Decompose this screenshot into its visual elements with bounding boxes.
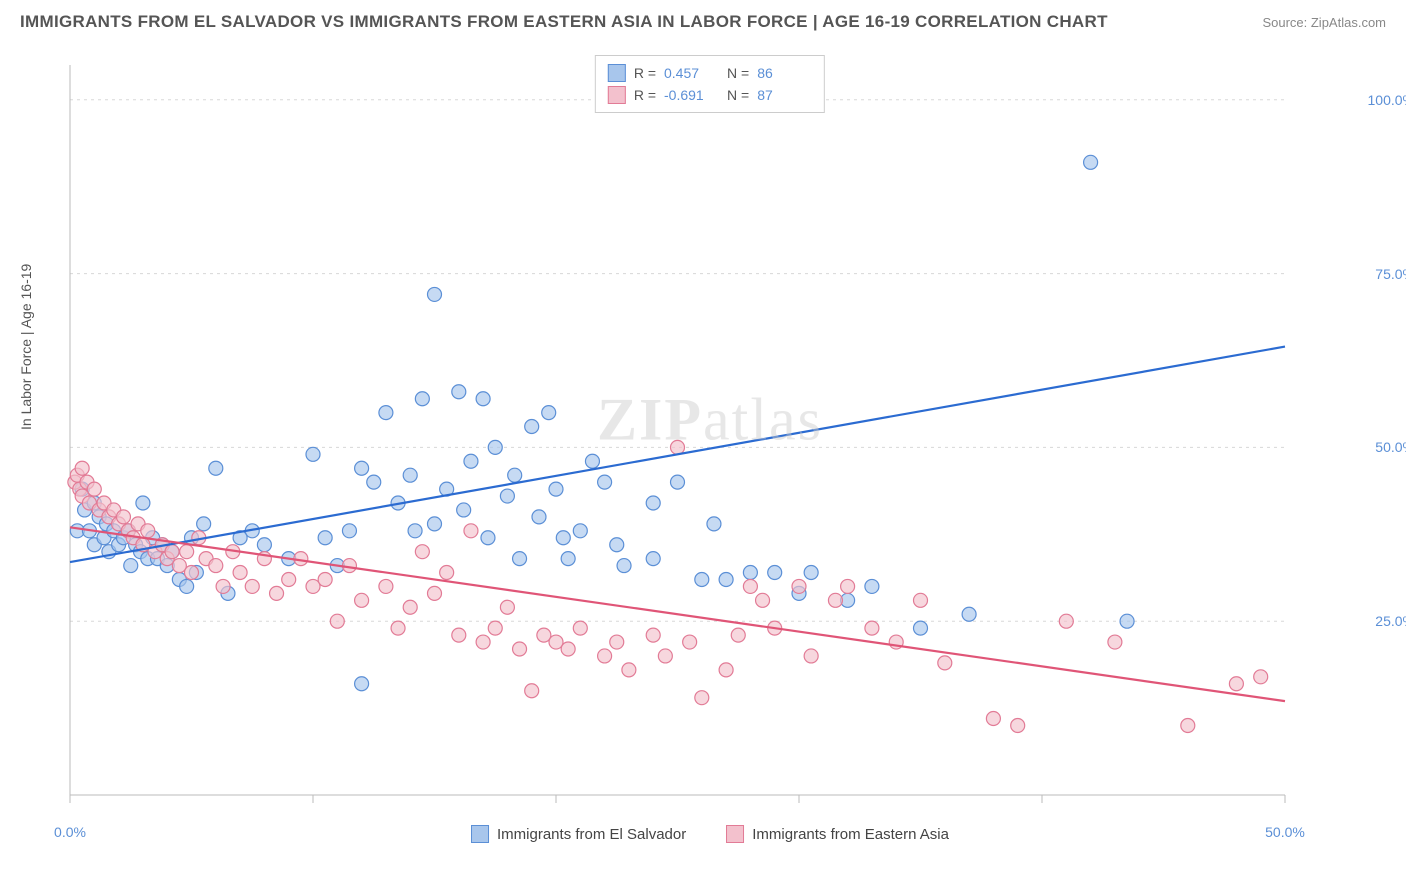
x-tick-label: 50.0% (1265, 824, 1305, 840)
legend-series: Immigrants from El Salvador Immigrants fr… (471, 825, 949, 843)
legend-series-item: Immigrants from Eastern Asia (726, 825, 949, 843)
legend-swatch (608, 86, 626, 104)
legend-stats: R =0.457N =86R =-0.691N =87 (595, 55, 825, 113)
chart-area: ZIPatlas R =0.457N =86R =-0.691N =87 Imm… (60, 55, 1360, 815)
legend-swatch (471, 825, 489, 843)
y-tick-label: 50.0% (1375, 439, 1406, 455)
legend-series-label: Immigrants from Eastern Asia (752, 826, 949, 843)
legend-series-item: Immigrants from El Salvador (471, 825, 686, 843)
legend-swatch (608, 64, 626, 82)
legend-swatch (726, 825, 744, 843)
x-tick-label: 0.0% (54, 824, 86, 840)
y-tick-label: 100.0% (1368, 92, 1406, 108)
y-tick-label: 25.0% (1375, 613, 1406, 629)
source-label: Source: ZipAtlas.com (1262, 15, 1386, 30)
legend-stat-row: R =0.457N =86 (608, 62, 812, 84)
y-axis-label: In Labor Force | Age 16-19 (18, 264, 34, 430)
legend-series-label: Immigrants from El Salvador (497, 826, 686, 843)
y-tick-label: 75.0% (1375, 266, 1406, 282)
chart-title: IMMIGRANTS FROM EL SALVADOR VS IMMIGRANT… (20, 12, 1108, 32)
scatter-plot-svg (60, 55, 1360, 815)
legend-stat-row: R =-0.691N =87 (608, 84, 812, 106)
